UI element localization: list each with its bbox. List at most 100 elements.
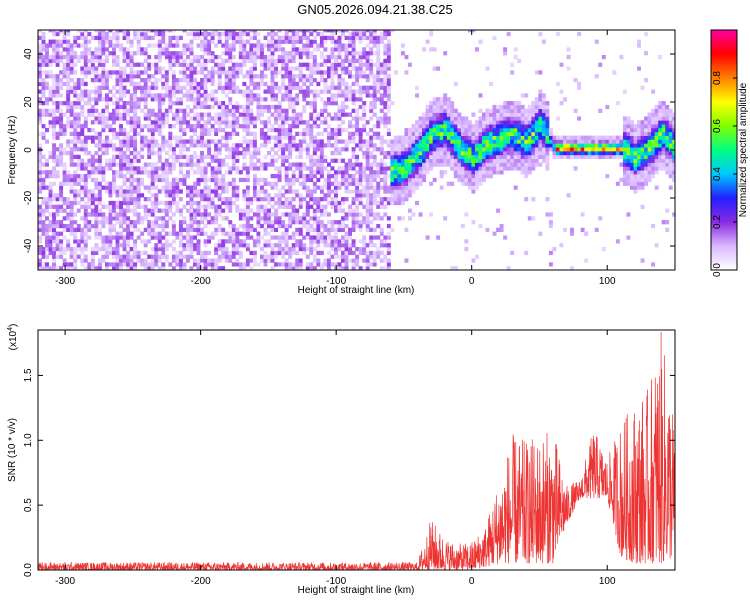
spectrogram-cell [365,250,370,256]
spectrogram-cell [112,174,116,179]
spectrogram-cell [309,70,314,75]
spectrogram-cell [59,54,64,60]
spectrogram-cell [256,208,261,213]
spectrogram-cell [400,43,405,48]
spectrogram-cell [404,193,409,198]
spectrogram-cell [334,235,338,240]
spectrogram-cell [284,131,289,136]
spectrogram-cell [126,220,131,225]
spectrogram-cell [178,189,183,194]
spectrogram-cell [55,131,60,136]
spectrogram-cell [161,31,166,37]
spectrogram-cell [330,70,335,75]
spectrogram-cell [101,243,106,248]
spectrogram-cell [80,235,85,240]
spectrogram-cell [136,181,141,186]
spectrogram-cell [270,97,275,102]
spectrogram-cell [203,78,208,83]
spectrogram-cell [193,104,197,110]
spectrogram-cell [323,120,328,125]
spectrogram-cell [369,47,374,52]
spectrogram-cell [534,104,539,110]
spectrogram-cell [38,112,42,117]
spectrogram-cell [242,43,247,48]
spectrogram-cell [291,212,296,217]
spectrogram-cell [439,116,444,121]
spectrogram-cell [76,200,81,206]
spectrogram-cell [372,51,377,56]
spectrogram-cell [150,112,155,117]
spectrogram-cell [45,62,49,67]
spectrogram-cell [365,177,370,183]
spectrogram-cell [90,154,95,160]
spectrogram-cell [316,220,321,225]
spectrogram-cell [281,66,286,71]
spectrogram-cell [189,135,194,140]
spectrogram-cell [150,162,155,167]
spectrogram-cell [362,51,367,56]
spectrogram-cell [224,124,229,129]
spectrogram-cell [524,166,529,171]
spectrogram-cell [80,112,85,117]
spectrogram-cell [249,250,254,256]
spectrogram-cell [531,131,536,136]
spectrogram-cell [485,162,490,167]
spectrogram-cell [97,97,102,102]
spectrogram-cell [196,189,201,194]
spectrogram-cell [157,47,162,52]
spectrogram-cell [189,162,194,167]
spectrogram-cell [200,135,205,140]
spectrogram-cell [45,262,49,267]
spectrogram-cell [439,147,444,152]
spectrogram-cell [154,30,159,33]
spectrogram-cell [52,78,57,83]
spectrogram-cell [429,139,434,144]
spectrogram-cell [94,54,99,60]
spectrogram-cell [291,66,296,71]
spectrogram-cell [288,147,293,152]
spectrogram-cell [242,124,247,129]
spectrogram-cell [450,139,455,144]
spectrogram-cell [171,223,176,229]
spectrogram-cell [90,58,95,64]
spectrogram-cell [464,131,469,136]
spectrogram-cell [207,150,212,156]
spectrogram-cell [362,258,367,263]
spectrogram-cell [122,189,127,194]
spectrogram-cell [344,81,349,87]
spectrogram-cell [143,93,148,98]
spectrogram-cell [90,66,95,71]
spectrogram-cell [288,143,293,148]
spectrogram-cell [94,30,99,33]
spectrogram-cell [355,258,360,263]
spectrogram-cell [69,174,74,179]
spectrogram-cell [80,127,85,133]
spectrogram-cell [235,258,240,263]
spectrogram-cell [295,239,300,244]
spectrogram-cell [87,200,92,206]
spectrogram-cell [334,200,338,206]
spectrogram-cell [267,127,271,133]
spectrogram-cell [154,93,159,98]
spectrogram-cell [365,150,370,156]
spectrogram-cell [119,89,123,94]
spectrogram-cell [415,174,419,179]
spectrogram-cell [147,62,152,67]
spectrogram-cell [267,243,271,248]
spectrogram-cell [69,181,74,186]
spectrogram-cell [161,254,166,259]
spectrogram-cell [55,104,60,110]
spectrogram-cell [189,51,194,56]
spectrogram-cell [376,51,381,56]
spectrogram-cell [305,154,310,160]
spectrogram-cell [242,227,247,232]
spectrogram-cell [344,177,349,183]
spectrogram-cell [291,181,296,186]
spectrogram-cell [189,239,194,244]
spectrogram-cell [545,197,550,202]
spectrogram-cell [87,66,92,71]
spectrogram-cell [196,204,201,209]
spectrogram-cell [390,181,395,186]
spectrogram-cell [460,135,465,140]
